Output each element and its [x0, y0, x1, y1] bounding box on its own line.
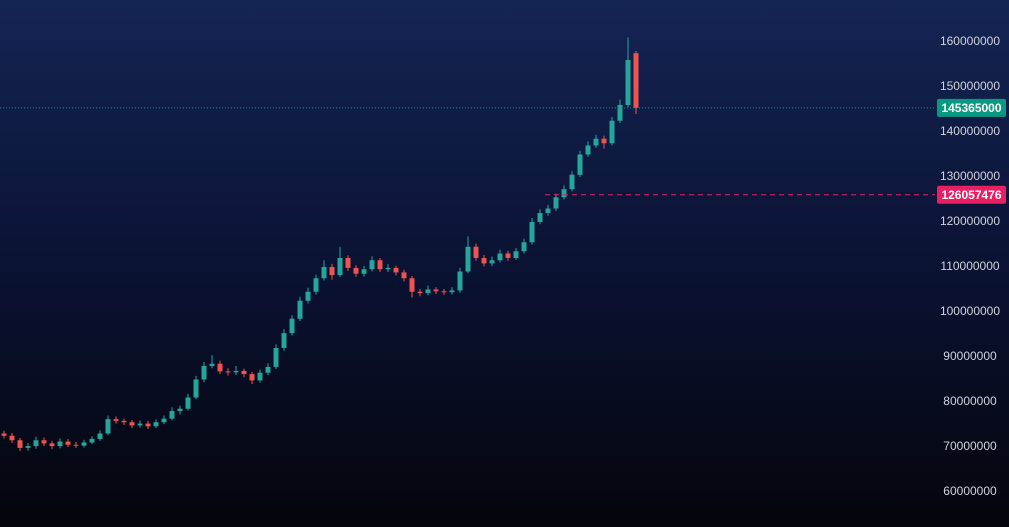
candle-body [81, 442, 87, 446]
candle-body [617, 105, 623, 121]
y-tick-label: 130000000 [940, 169, 1000, 183]
candle-body [393, 267, 399, 273]
candle-body [441, 291, 447, 293]
candle-body [257, 372, 263, 381]
candle-body [121, 420, 127, 423]
candle-body [137, 423, 143, 426]
candle-body [305, 291, 311, 301]
candle-body [41, 440, 47, 444]
candle-body [297, 300, 303, 319]
candle-body [369, 260, 375, 270]
candle-body [409, 278, 415, 292]
y-tick-label: 90000000 [943, 349, 997, 363]
candle-body [329, 267, 335, 276]
candle-body [489, 260, 495, 264]
y-tick-label: 120000000 [940, 214, 1000, 228]
candle-body [73, 444, 79, 446]
candle-body [545, 208, 551, 213]
price-label: 145365000 [941, 101, 1001, 115]
candle-body [417, 291, 423, 294]
price-label-box [937, 185, 1006, 204]
candle-body [401, 272, 407, 279]
price-label-box [937, 98, 1006, 117]
candle-body [17, 440, 23, 448]
candle-body [249, 374, 255, 381]
candle-body [177, 408, 183, 411]
y-tick-label: 70000000 [943, 439, 997, 453]
candle-body [449, 290, 455, 293]
candle-body [553, 197, 559, 209]
candle-body [337, 258, 343, 276]
candle-body [273, 348, 279, 367]
candle-body [577, 154, 583, 175]
candle-body [145, 423, 151, 427]
candle-body [609, 120, 615, 144]
candle-body [193, 379, 199, 398]
candle-body [425, 289, 431, 294]
candle-body [1, 433, 7, 436]
candle-body [505, 253, 511, 258]
candle-body [353, 267, 359, 274]
y-tick-label: 110000000 [940, 259, 1000, 273]
candle-body [585, 145, 591, 155]
candle-body [65, 441, 71, 445]
candle-body [561, 189, 567, 198]
candle-body [209, 363, 215, 366]
candle-body [281, 333, 287, 348]
y-tick-label: 100000000 [940, 304, 1000, 318]
candle-body [345, 258, 351, 268]
y-tick-label: 80000000 [943, 394, 997, 408]
candle-body [233, 370, 239, 373]
candle-body [529, 222, 535, 243]
candle-body [33, 440, 39, 447]
candle-body [289, 318, 295, 334]
candle-body [185, 397, 191, 409]
candle-body [169, 411, 175, 419]
candle-body [313, 278, 319, 292]
candle-body [161, 418, 167, 423]
candle-body [537, 213, 543, 222]
y-tick-label: 150000000 [940, 79, 1000, 93]
candle-body [201, 366, 207, 380]
y-tick-label: 160000000 [940, 34, 1000, 48]
candle-body [481, 258, 487, 264]
price-label: 126057476 [941, 188, 1001, 202]
y-tick-label: 140000000 [940, 124, 1000, 138]
candle-body [385, 267, 391, 270]
candle-body [49, 443, 55, 447]
candle-body [361, 269, 367, 274]
y-tick-label: 170000000 [940, 0, 1000, 3]
candle-body [457, 271, 463, 291]
candle-body [153, 422, 159, 427]
candle-body [569, 174, 575, 190]
candle-body [113, 419, 119, 421]
candle-body [225, 371, 231, 373]
candle-body [497, 253, 503, 261]
candle-body [129, 422, 135, 426]
candle-body [601, 138, 607, 144]
candle-body [89, 438, 95, 443]
candle-body [25, 446, 31, 448]
candle-body [633, 53, 639, 108]
candle-body [513, 251, 519, 258]
candle-body [105, 419, 111, 434]
candle-body [377, 260, 383, 270]
candle-body [217, 363, 223, 372]
candle-body [433, 289, 439, 292]
candle-body [625, 60, 631, 105]
candle-body [321, 267, 327, 279]
candle-body [57, 441, 63, 447]
candle-body [473, 246, 479, 258]
candle-body [465, 246, 471, 272]
candle-body [593, 138, 599, 146]
candle-body [9, 435, 15, 441]
candle-body [97, 433, 103, 439]
y-tick-label: 60000000 [943, 484, 997, 498]
candle-body [241, 370, 247, 375]
candle-body [265, 366, 271, 373]
candle-body [521, 242, 527, 252]
